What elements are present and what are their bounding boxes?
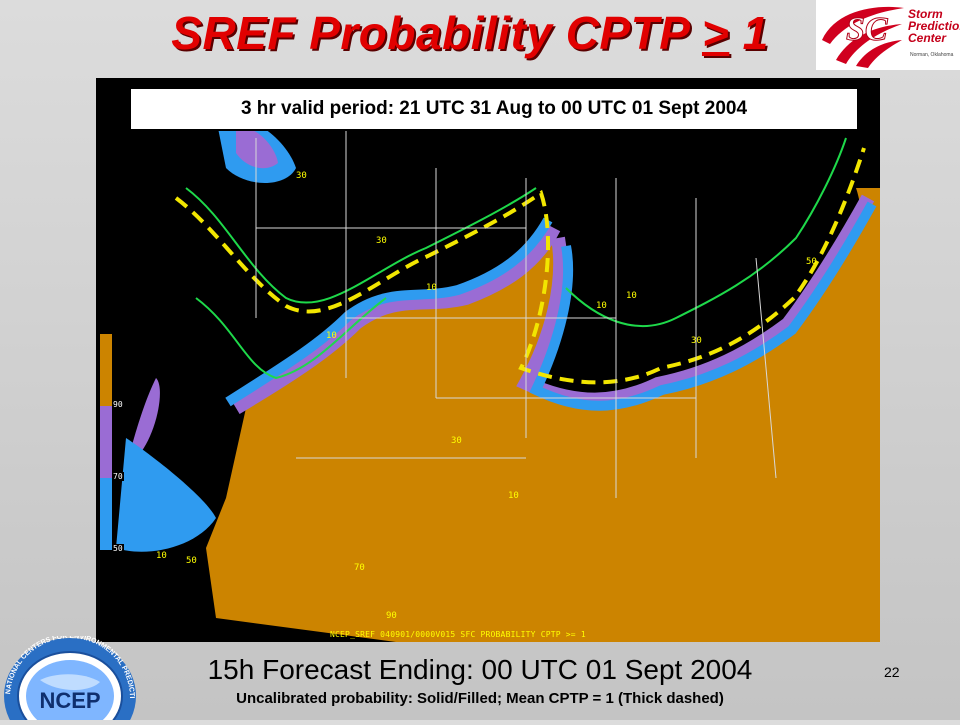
state-borders <box>255 128 777 498</box>
contour-label: 10 <box>326 331 337 341</box>
probability-caption: Uncalibrated probability: Solid/Filled; … <box>236 690 724 707</box>
contour-label: 70 <box>354 563 365 573</box>
contour-label: 30 <box>691 336 702 346</box>
prob-90-region <box>206 188 880 642</box>
map-footer-label: NCEP_SREF 040901/0000V015 SFC PROBABILIT… <box>330 630 586 639</box>
contour-label: 10 <box>156 551 167 561</box>
contour-label: 50 <box>186 556 197 566</box>
legend-tick: 50 <box>112 544 124 553</box>
map-canvas: 30 30 10 10 10 10 30 30 10 50 10 50 70 9… <box>116 116 880 642</box>
contour-label: 50 <box>806 257 817 267</box>
slide-title: SREF Probability CPTP > 1 <box>171 7 769 59</box>
prob-50-band <box>225 201 877 411</box>
legend-swatch-50 <box>100 478 112 550</box>
contour-label: 30 <box>296 171 307 181</box>
contour-label: 10 <box>508 491 519 501</box>
contour-label: 30 <box>451 436 462 446</box>
legend-tick: 90 <box>112 400 124 409</box>
contour-label: 30 <box>376 236 387 246</box>
forecast-subtitle: 15h Forecast Ending: 00 UTC 01 Sept 2004 <box>207 654 753 685</box>
ncep-globe-icon: NATIONAL CENTERS FOR ENVIRONMENTAL PREDI… <box>0 631 136 725</box>
spc-swoosh-icon: SC <box>822 6 904 68</box>
probability-map: 30 30 10 10 10 10 30 30 10 50 10 50 70 9… <box>96 78 880 642</box>
prob-10-contour <box>185 137 847 380</box>
contour-label: 90 <box>386 611 397 621</box>
contour-label: 10 <box>426 283 437 293</box>
valid-period-box: 3 hr valid period: 21 UTC 31 Aug to 00 U… <box>129 87 859 131</box>
page-number: 22 <box>884 664 900 680</box>
probability-legend: 90 70 50 <box>100 334 124 592</box>
svg-text:NCEP: NCEP <box>39 688 100 713</box>
legend-swatch-70 <box>100 406 112 478</box>
contour-label: 10 <box>626 291 637 301</box>
legend-swatch-90 <box>100 334 112 406</box>
spc-logo: SC Storm Prediction Center Norman, Oklah… <box>816 0 960 70</box>
svg-text:SC: SC <box>846 11 888 48</box>
legend-swatch-low <box>100 550 112 592</box>
legend-tick: 70 <box>112 472 124 481</box>
ncep-logo: NATIONAL CENTERS FOR ENVIRONMENTAL PREDI… <box>0 631 140 725</box>
contour-label: 10 <box>596 301 607 311</box>
